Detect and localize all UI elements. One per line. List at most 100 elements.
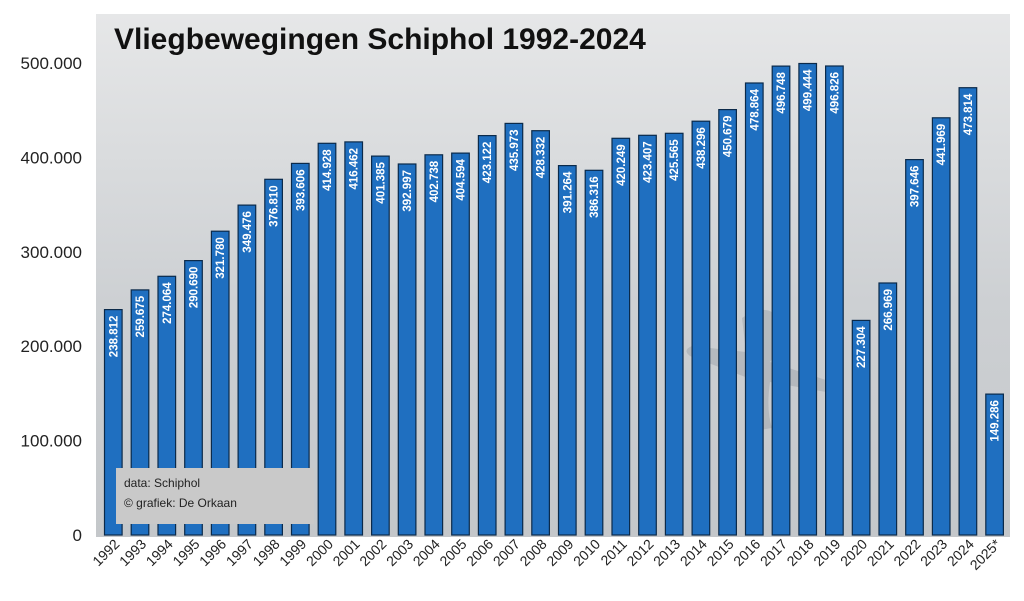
annotation-source: data: Schiphol — [124, 476, 200, 490]
bar-value-label: 259.675 — [135, 295, 147, 337]
x-tick-label: 2015 — [703, 536, 736, 569]
bar — [451, 152, 470, 536]
bar — [744, 82, 764, 536]
bar — [824, 65, 844, 536]
y-tick-label: 100.000 — [21, 432, 82, 451]
bar — [584, 169, 604, 536]
x-axis: 1992199319941995199619971998199920002001… — [89, 535, 1004, 573]
plot-background — [96, 14, 1010, 537]
bar — [638, 134, 657, 536]
x-tick-label: 1998 — [249, 536, 282, 569]
bar — [237, 204, 257, 536]
x-tick-label: 1992 — [89, 536, 122, 569]
bar-value-label: 401.385 — [375, 162, 387, 204]
bar — [958, 87, 978, 536]
x-tick-label: 2017 — [757, 536, 790, 569]
bar-value-label: 404.594 — [456, 159, 468, 201]
x-tick-label: 2020 — [837, 536, 870, 569]
x-tick-label: 2014 — [677, 536, 710, 569]
bar-value-label: 393.606 — [295, 169, 307, 211]
bar — [344, 141, 364, 536]
bar-value-label: 428.332 — [536, 137, 548, 179]
x-tick-label: 2021 — [864, 536, 897, 569]
bar-value-label: 227.304 — [856, 326, 868, 368]
bar-value-label: 423.407 — [643, 141, 655, 183]
bar-value-label: 392.997 — [402, 170, 414, 212]
x-tick-label: 1997 — [223, 536, 256, 569]
x-tick-label: 2006 — [463, 536, 496, 569]
x-tick-label: 1994 — [143, 536, 176, 569]
bar-value-label: 397.646 — [910, 166, 922, 208]
bar-value-label: 376.810 — [269, 185, 281, 227]
bar — [290, 162, 310, 536]
bar-value-label: 496.826 — [829, 72, 841, 114]
bar — [371, 155, 390, 536]
bar — [691, 120, 711, 536]
x-tick-label: 2002 — [356, 536, 389, 569]
x-tick-label: 2008 — [516, 536, 549, 569]
x-tick-label: 2022 — [890, 536, 923, 569]
bar-value-label: 391.264 — [562, 171, 574, 213]
bar — [317, 142, 337, 536]
bar — [531, 130, 550, 536]
bar — [878, 282, 898, 536]
bar — [210, 230, 230, 536]
chart-title: Vliegbewegingen Schiphol 1992-2024 — [114, 23, 646, 56]
bar — [905, 159, 924, 536]
y-tick-label: 0 — [73, 526, 82, 545]
bar-value-label: 149.286 — [990, 400, 1002, 442]
bar-value-label: 435.973 — [509, 129, 521, 171]
x-tick-label: 1996 — [196, 536, 229, 569]
y-tick-label: 300.000 — [21, 243, 82, 262]
bar — [424, 154, 444, 536]
x-tick-label: 2009 — [543, 536, 576, 569]
bar — [477, 135, 497, 536]
x-tick-label: 2001 — [329, 536, 362, 569]
bar-value-label: 438.296 — [696, 127, 708, 169]
bar-value-label: 441.969 — [936, 124, 948, 166]
bar-value-label: 473.814 — [963, 93, 975, 135]
bar — [264, 178, 283, 536]
bar-value-label: 423.122 — [482, 142, 494, 184]
source-annotation: data: Schiphol © grafiek: De Orkaan — [116, 468, 314, 524]
bar-value-label: 416.462 — [349, 148, 361, 190]
x-tick-label: 2004 — [410, 536, 443, 569]
bar-value-label: 496.748 — [776, 72, 788, 114]
annotation-box — [116, 468, 314, 524]
y-tick-label: 400.000 — [21, 148, 82, 167]
bar — [931, 117, 951, 536]
x-tick-label: 2010 — [570, 536, 603, 569]
x-tick-label: 2013 — [650, 536, 683, 569]
x-tick-label: 1999 — [276, 536, 309, 569]
y-tick-label: 500.000 — [21, 54, 82, 73]
bar-value-label: 274.064 — [162, 282, 174, 324]
bar-value-label: 450.679 — [723, 116, 735, 158]
y-tick-label: 200.000 — [21, 337, 82, 356]
bar — [611, 137, 631, 536]
x-tick-label: 2023 — [917, 536, 950, 569]
bar — [851, 319, 871, 536]
bar — [798, 62, 818, 536]
bar-value-label: 238.812 — [108, 316, 120, 358]
bar — [771, 65, 791, 536]
x-tick-label: 2025* — [967, 535, 1005, 573]
x-tick-label: 2018 — [783, 536, 816, 569]
bar-value-label: 402.738 — [429, 160, 441, 202]
bar — [504, 122, 524, 536]
x-tick-label: 2019 — [810, 536, 843, 569]
bar — [985, 393, 1004, 536]
bar — [718, 108, 737, 536]
x-tick-label: 2000 — [303, 536, 336, 569]
x-tick-label: 2003 — [383, 536, 416, 569]
bar-value-label: 425.565 — [669, 139, 681, 181]
y-axis: 0 100.000 200.000 300.000 400.000 500.000 — [21, 54, 82, 545]
bar-value-label: 420.249 — [616, 144, 628, 186]
x-tick-label: 1995 — [169, 536, 202, 569]
x-tick-label: 2012 — [623, 536, 656, 569]
bar-value-label: 321.780 — [215, 237, 227, 279]
x-tick-label: 2011 — [597, 536, 630, 569]
bar-value-label: 478.864 — [749, 88, 761, 130]
bar — [184, 260, 203, 536]
